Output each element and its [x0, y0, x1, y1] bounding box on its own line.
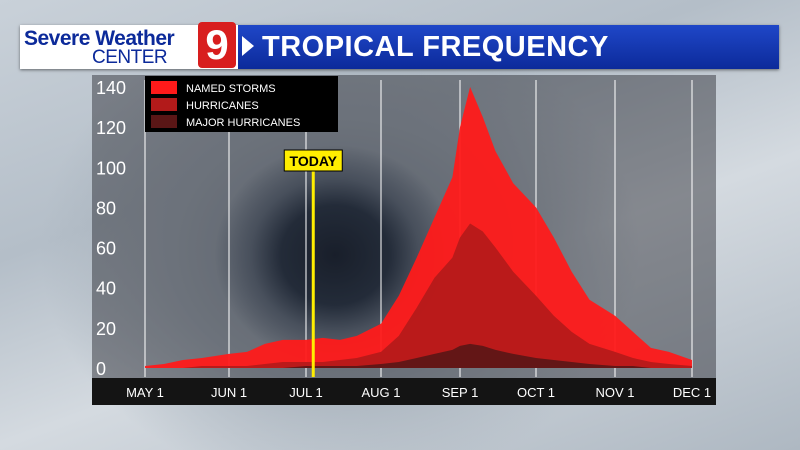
title-arrow-icon — [242, 36, 254, 56]
today-label-box — [283, 149, 343, 172]
y-tick-label-0: 0 — [96, 359, 106, 379]
x-tick-label-4: SEP 1 — [442, 385, 479, 400]
legend-swatch-0 — [151, 81, 177, 94]
y-tick-label-60: 60 — [96, 239, 116, 259]
x-tick-label-5: OCT 1 — [517, 385, 555, 400]
x-axis-band — [92, 378, 716, 405]
chart-title: TROPICAL FREQUENCY — [262, 31, 609, 63]
x-tick-label-0: MAY 1 — [126, 385, 164, 400]
y-tick-label-20: 20 — [96, 319, 116, 339]
series-area-named-storms — [145, 87, 692, 368]
legend-box — [145, 76, 338, 132]
y-tick-label-140: 140 — [96, 78, 126, 98]
legend-swatch-1 — [151, 98, 177, 111]
legend-label-2: MAJOR HURRICANES — [186, 117, 300, 129]
series-area-major-hurricanes — [145, 343, 692, 368]
brand-name-line2: CENTER — [92, 47, 168, 68]
x-tick-label-3: AUG 1 — [361, 385, 400, 400]
x-tick-label-6: NOV 1 — [595, 385, 634, 400]
x-tick-label-1: JUN 1 — [211, 385, 247, 400]
legend-swatch-2 — [151, 115, 177, 128]
x-tick-label-2: JUL 1 — [289, 385, 322, 400]
y-tick-label-120: 120 — [96, 118, 126, 138]
x-tick-label-7: DEC 1 — [673, 385, 711, 400]
y-tick-label-100: 100 — [96, 158, 126, 178]
series-area-hurricanes — [145, 223, 692, 368]
channel-nine-logo: 9 — [198, 22, 236, 68]
y-tick-label-40: 40 — [96, 279, 116, 299]
y-tick-label-80: 80 — [96, 198, 116, 218]
legend-label-1: HURRICANES — [186, 100, 259, 112]
brand-name-line1: Severe Weather — [24, 27, 175, 50]
today-label: TODAY — [290, 153, 338, 169]
legend-label-0: NAMED STORMS — [186, 83, 276, 95]
